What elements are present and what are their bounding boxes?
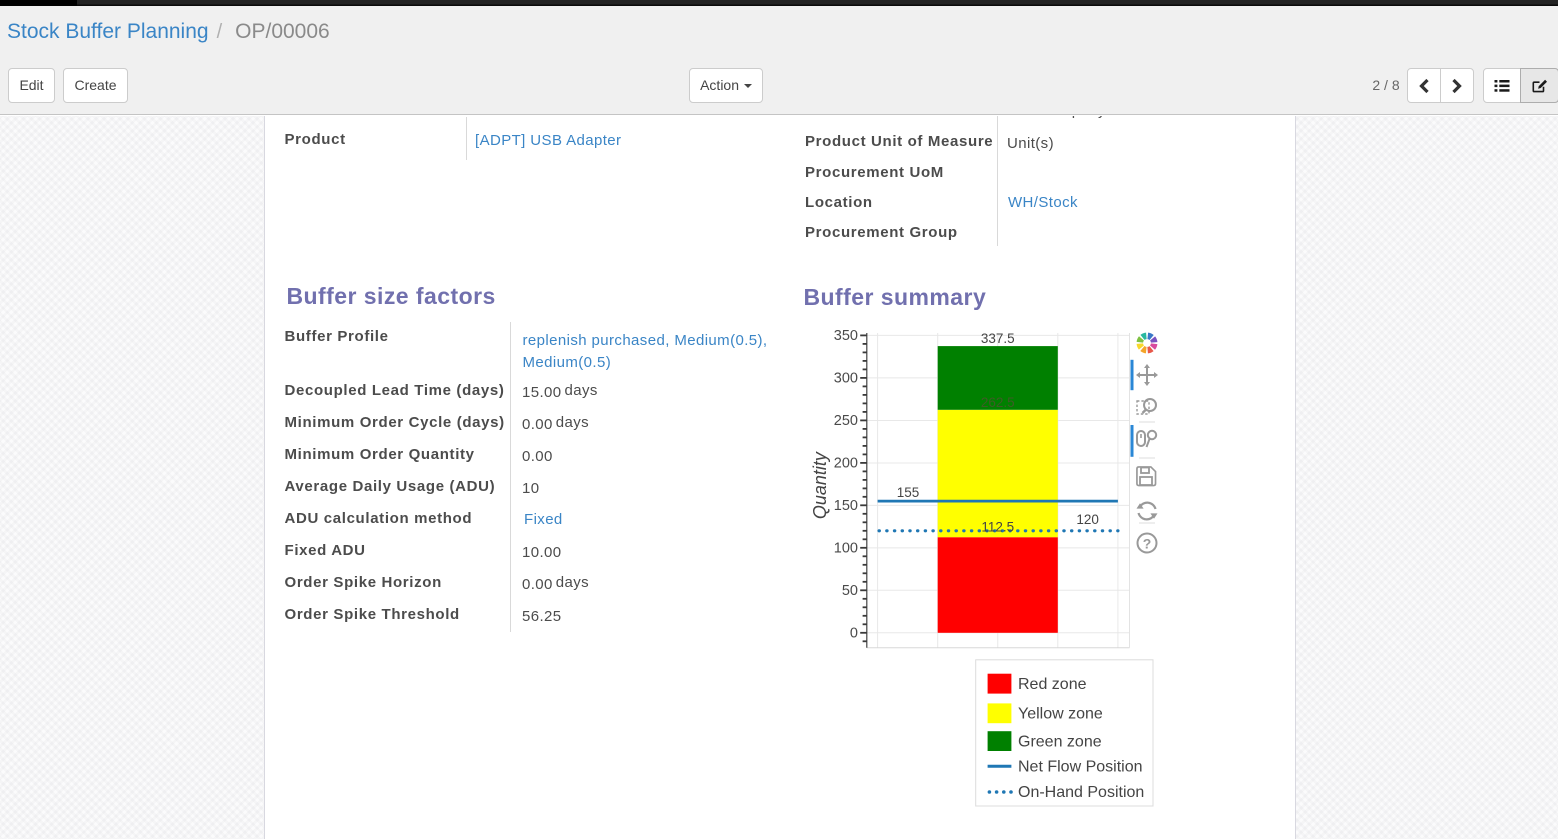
svg-text:262.5: 262.5: [981, 395, 1015, 410]
svg-text:Green zone: Green zone: [1018, 733, 1102, 750]
svg-text:100: 100: [834, 540, 858, 556]
svg-text:250: 250: [834, 413, 858, 429]
svg-text:50: 50: [842, 583, 858, 599]
svg-text:Quantity: Quantity: [810, 451, 830, 519]
svg-text:350: 350: [834, 328, 858, 344]
svg-text:Red zone: Red zone: [1018, 676, 1087, 693]
svg-text:150: 150: [834, 498, 858, 514]
svg-text:Net Flow Position: Net Flow Position: [1018, 758, 1143, 775]
svg-text:337.5: 337.5: [981, 331, 1015, 346]
svg-text:200: 200: [834, 456, 858, 472]
svg-text:300: 300: [834, 370, 858, 386]
svg-text:Yellow zone: Yellow zone: [1018, 706, 1103, 723]
svg-text:112.5: 112.5: [981, 520, 1014, 535]
svg-text:On-Hand Position: On-Hand Position: [1018, 784, 1144, 801]
svg-text:120: 120: [1076, 512, 1099, 527]
svg-text:?: ?: [1143, 536, 1152, 552]
svg-text:155: 155: [897, 485, 920, 500]
svg-text:0: 0: [850, 625, 858, 641]
